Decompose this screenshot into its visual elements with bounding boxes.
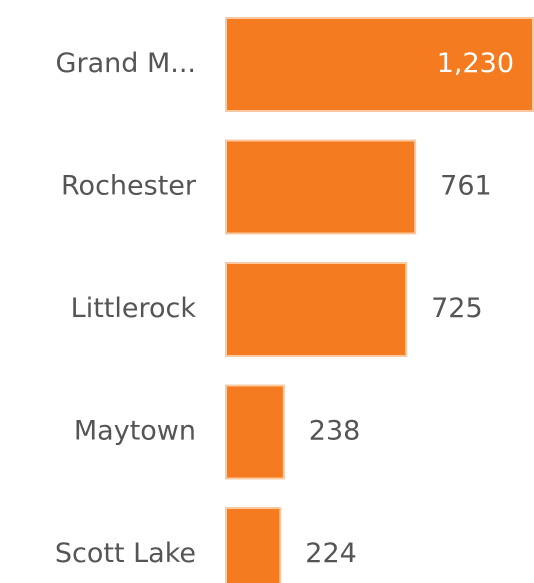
category-label: Scott Lake xyxy=(55,538,196,569)
value-label: 224 xyxy=(305,538,357,569)
category-label: Maytown xyxy=(74,416,196,447)
category-label: Rochester xyxy=(61,171,197,202)
value-label: 238 xyxy=(309,416,361,447)
category-label: Littlerock xyxy=(71,293,197,324)
value-label: 761 xyxy=(440,171,492,202)
bar xyxy=(225,384,285,480)
value-label: 725 xyxy=(431,293,483,324)
value-label: 1,230 xyxy=(437,48,514,79)
category-label: Grand M... xyxy=(56,48,196,79)
bar xyxy=(225,262,408,357)
bar xyxy=(225,139,417,235)
bar xyxy=(225,507,282,583)
bar xyxy=(225,17,534,112)
